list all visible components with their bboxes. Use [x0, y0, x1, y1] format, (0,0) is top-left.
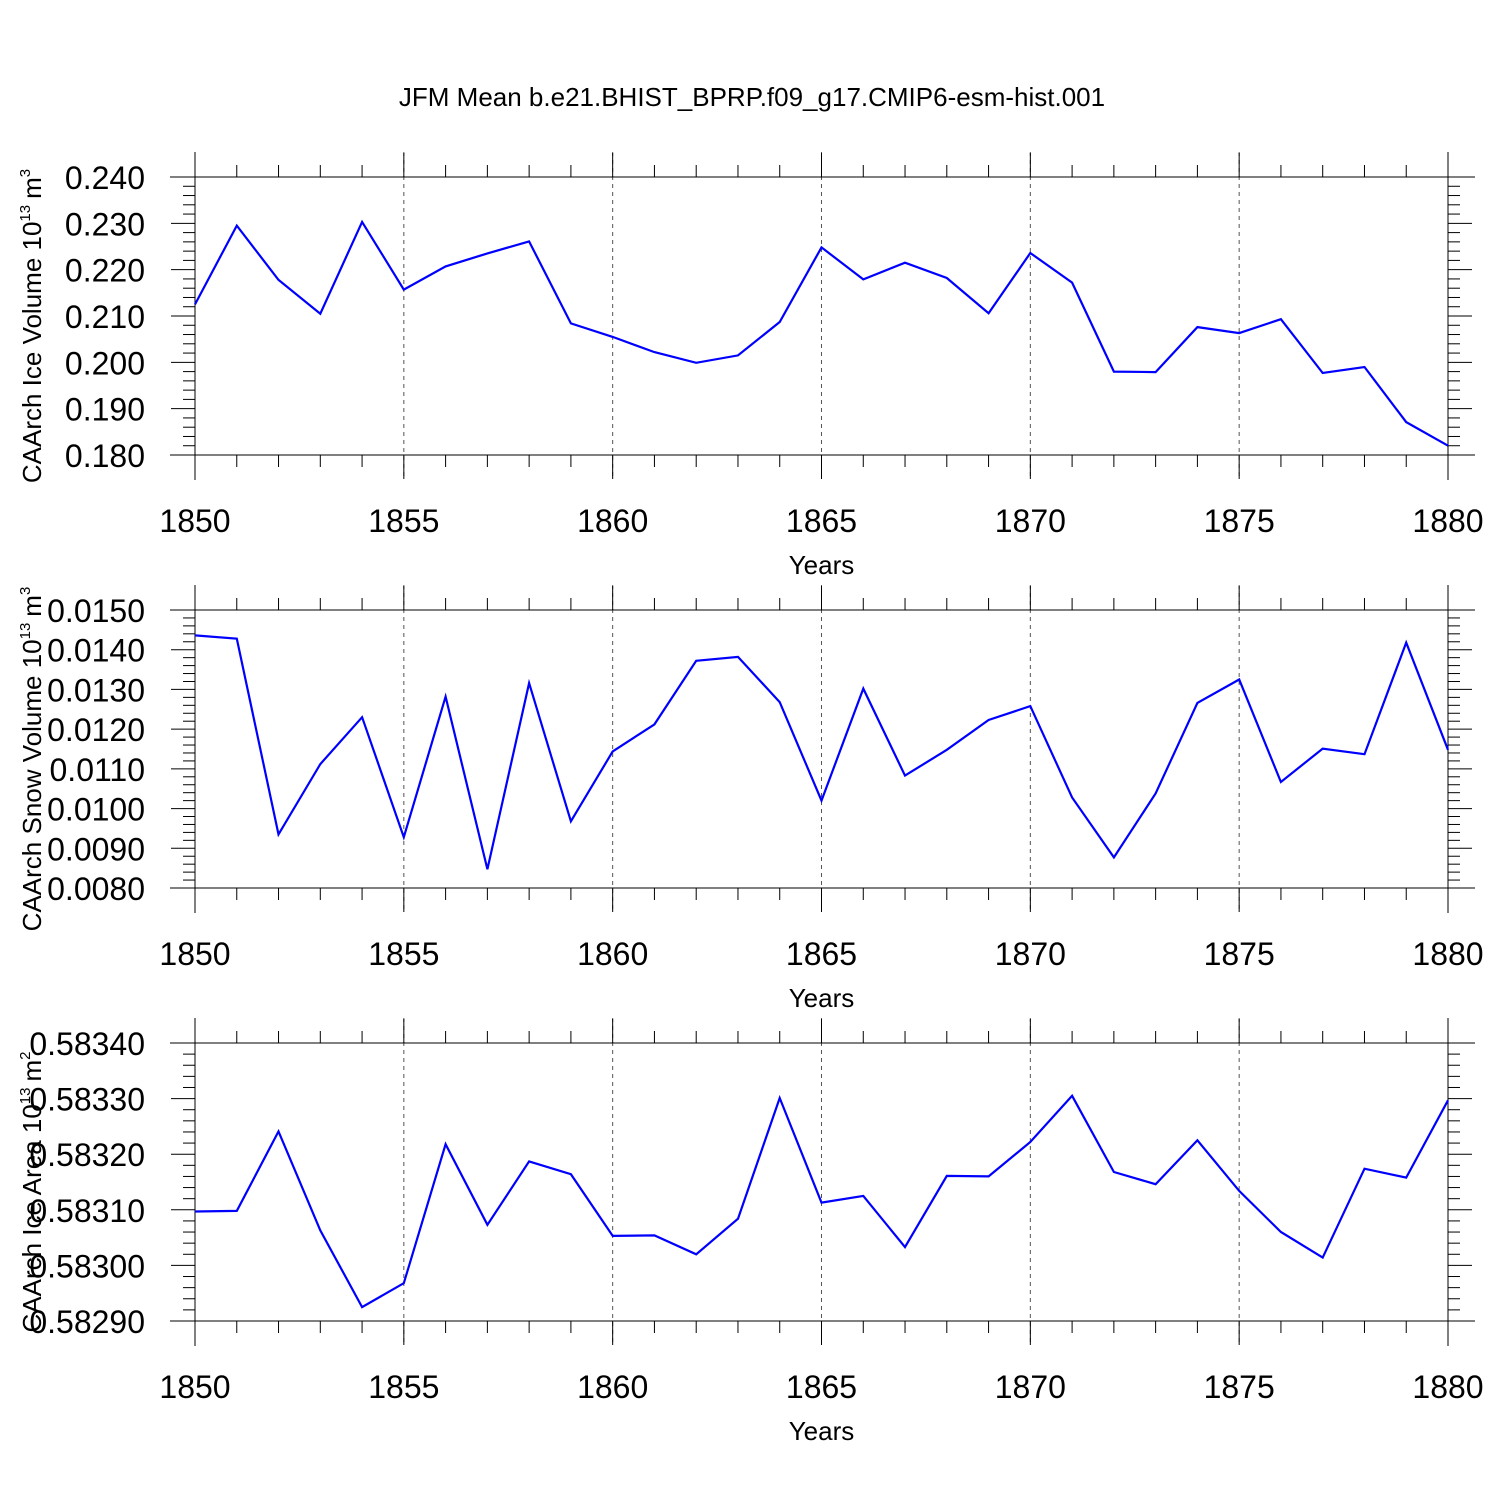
- y-tick-label: 0.58340: [29, 1026, 145, 1062]
- y-axis-label-exponent: 13: [17, 1087, 34, 1104]
- y-tick-label: 0.58320: [29, 1137, 145, 1173]
- y-tick-label: 0.58290: [29, 1304, 145, 1340]
- panels: 1850 1855 1860 1865 1870 1875 1880 0.180 0.190 0.…: [17, 152, 1484, 1446]
- y-tick-label: 0.180: [65, 438, 145, 474]
- y-tick-label: 0.0130: [47, 672, 145, 708]
- y-axis-label-unit-exponent: 3: [17, 169, 34, 177]
- y-axis-label: CAArch Snow Volume 1013 m3: [17, 587, 47, 932]
- x-tick-label: 1855: [368, 1369, 439, 1405]
- x-tick-label: 1865: [786, 936, 857, 972]
- x-axis-label: Years: [789, 983, 855, 1013]
- x-tick-label: 1860: [577, 1369, 648, 1405]
- x-axis-label: Years: [789, 1416, 855, 1446]
- y-tick-label: 0.58310: [29, 1193, 145, 1229]
- y-tick-label: 0.58300: [29, 1248, 145, 1284]
- x-tick-label: 1860: [577, 503, 648, 539]
- y-tick-label: 0.0150: [47, 593, 145, 629]
- y-tick-label: 0.190: [65, 392, 145, 428]
- x-tick-label: 1875: [1204, 1369, 1275, 1405]
- x-tick-label: 1855: [368, 936, 439, 972]
- y-axis-label: CAArch Ice Volume 1013 m3: [17, 169, 47, 483]
- y-tick-label: 0.210: [65, 299, 145, 335]
- y-axis-label-text: CAArch Ice Volume 10: [17, 222, 47, 484]
- series-line: [194, 1093, 1449, 1309]
- y-tick-label: 0.58330: [29, 1082, 145, 1118]
- y-axis-label-unit-exponent: 2: [17, 1051, 34, 1059]
- x-tick-label: 1850: [159, 1369, 230, 1405]
- x-tick-label: 1870: [995, 503, 1066, 539]
- x-tick-label: 1865: [786, 503, 857, 539]
- x-tick-label: 1850: [159, 503, 230, 539]
- y-axis-label-unit: m: [17, 177, 47, 199]
- y-axis-label: CAArch Ice Area 1013 m2: [17, 1051, 47, 1332]
- x-tick-label: 1855: [368, 503, 439, 539]
- x-tick-label: 1870: [995, 936, 1066, 972]
- y-tick-label: 0.200: [65, 345, 145, 381]
- chart-panel-1: 1850 1855 1860 1865 1870 1875 1880 0.180 0.190 0.…: [17, 152, 1484, 580]
- y-tick-label: 0.0140: [47, 633, 145, 669]
- y-tick-label: 0.0120: [47, 712, 145, 748]
- y-axis-label-exponent: 13: [17, 205, 34, 222]
- x-tick-label: 1850: [159, 936, 230, 972]
- y-tick-label: 0.0090: [47, 831, 145, 867]
- x-tick-label: 1870: [995, 1369, 1066, 1405]
- y-tick-label: 0.0080: [47, 871, 145, 907]
- chart-panel-2: 1850 1855 1860 1865 1870 1875 1880 0.0080 0.0090…: [17, 585, 1484, 1013]
- x-tick-label: 1875: [1204, 503, 1275, 539]
- y-axis-label-unit: m: [17, 595, 47, 617]
- y-axis-label-text: CAArch Snow Volume 10: [17, 639, 47, 931]
- x-tick-label: 1880: [1412, 503, 1483, 539]
- y-axis-label-text: CAArch Ice Area 10: [17, 1104, 47, 1332]
- chart-panel-3: 1850 1855 1860 1865 1870 1875 1880 0.58290 0.583…: [17, 1018, 1484, 1446]
- x-axis-label: Years: [789, 550, 855, 580]
- y-tick-label: 0.0100: [47, 792, 145, 828]
- figure-title: JFM Mean b.e21.BHIST_BPRP.f09_g17.CMIP6-…: [399, 82, 1105, 112]
- y-tick-label: 0.0110: [50, 752, 146, 788]
- y-axis-label-unit-exponent: 3: [17, 587, 34, 595]
- y-axis-label-unit: m: [17, 1060, 47, 1082]
- y-tick-label: 0.230: [65, 206, 145, 242]
- x-tick-label: 1865: [786, 1369, 857, 1405]
- x-tick-label: 1860: [577, 936, 648, 972]
- series-line: [194, 219, 1449, 447]
- x-tick-label: 1880: [1412, 936, 1483, 972]
- series-line: [194, 634, 1450, 870]
- y-tick-label: 0.240: [65, 160, 145, 196]
- y-axis-label-exponent: 13: [17, 623, 34, 640]
- x-tick-label: 1875: [1204, 936, 1275, 972]
- x-tick-label: 1880: [1412, 1369, 1483, 1405]
- y-tick-label: 0.220: [65, 253, 145, 289]
